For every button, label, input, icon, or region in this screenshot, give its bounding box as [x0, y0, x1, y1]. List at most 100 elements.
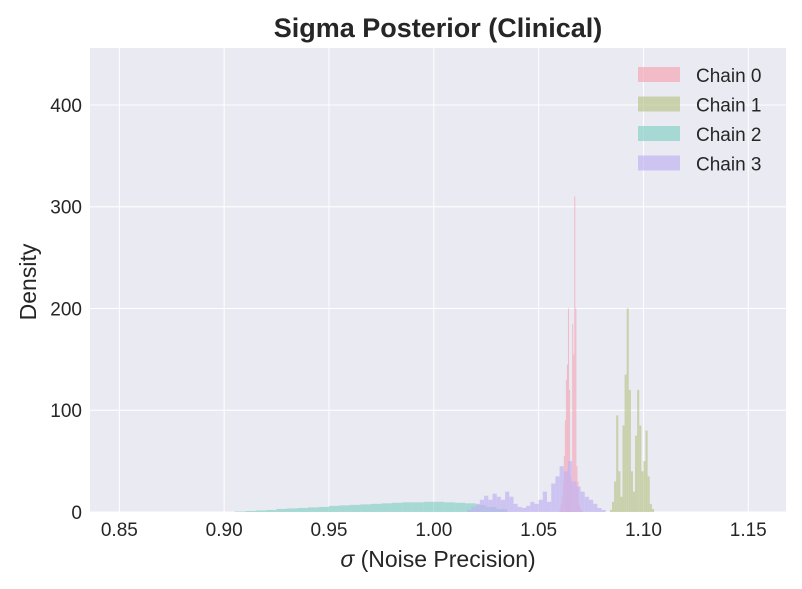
y-tick-label: 100 [50, 401, 82, 422]
series-2-bars [234, 501, 508, 512]
histogram-bar [308, 507, 319, 512]
histogram-bar [349, 504, 361, 512]
histogram-bar [538, 499, 543, 512]
legend-swatch [638, 67, 680, 82]
histogram-bar [616, 415, 619, 512]
legend-item: Chain 3 [638, 155, 762, 176]
histogram-bar [614, 481, 617, 512]
histogram-bar [339, 505, 350, 512]
histogram-bars [234, 196, 654, 512]
histogram-bar [423, 501, 434, 512]
histogram-bar [626, 308, 629, 512]
histogram-bar [641, 471, 644, 512]
x-tick-label: 1.15 [730, 520, 767, 541]
legend-item: Chain 1 [638, 96, 762, 117]
histogram-bar [551, 483, 556, 512]
x-tick-label: 1.00 [415, 520, 452, 541]
histogram-bar [575, 308, 577, 512]
series-3-bars [467, 461, 606, 512]
y-tick-label: 200 [50, 299, 82, 320]
histogram-bar [412, 502, 424, 512]
histogram-bar [564, 420, 566, 512]
legend-swatch [638, 126, 680, 141]
histogram-bar [500, 499, 506, 512]
legend-swatch [638, 155, 680, 171]
histogram-bar [318, 506, 329, 512]
histogram-bar [555, 476, 560, 512]
legend-label: Chain 1 [696, 96, 762, 117]
histogram-bar [245, 510, 256, 512]
histogram-bar [572, 481, 577, 512]
legend: Chain 0 Chain 1 Chain 2 Chain 3 [638, 66, 762, 176]
histogram-bar [637, 389, 640, 512]
histogram-bar [234, 511, 246, 512]
y-axis-label: Density [15, 243, 41, 320]
histogram-bar [402, 502, 413, 512]
histogram-bar [276, 508, 288, 512]
histogram-bar [624, 374, 627, 512]
histogram-bar [475, 503, 480, 512]
y-tick-labels: 0 100 200 300 400 [50, 96, 82, 524]
histogram-bar [328, 505, 340, 512]
histogram-bar [370, 503, 382, 512]
histogram-bar [618, 471, 621, 512]
x-tick-label: 1.05 [520, 520, 557, 541]
histogram-bar [287, 508, 298, 512]
histogram-bar [588, 499, 594, 512]
histogram-bar [630, 471, 633, 512]
histogram-bar [580, 491, 585, 512]
histogram-bar [454, 502, 466, 512]
histogram-bar [542, 491, 548, 512]
histogram-bar [576, 486, 581, 512]
x-axis-label-text: (Noise Precision) [361, 546, 536, 572]
legend-item: Chain 0 [638, 66, 762, 87]
legend-label: Chain 2 [696, 125, 762, 146]
histogram-bar [559, 466, 564, 512]
y-tick-label: 0 [71, 503, 82, 524]
x-tick-labels: 0.85 0.90 0.95 1.00 1.05 1.10 1.15 [101, 520, 767, 541]
histogram-bar [526, 505, 531, 512]
histogram-bar [622, 425, 625, 512]
histogram-bar [639, 425, 642, 512]
histogram-bar [534, 503, 539, 512]
histogram-bar [569, 389, 571, 512]
histogram-bar [492, 493, 497, 512]
histogram-bar [547, 501, 552, 512]
histogram-bar [444, 502, 455, 512]
histogram-bar [391, 502, 403, 512]
histogram-bar [572, 323, 574, 512]
histogram-bar [628, 389, 631, 512]
histogram-bar [255, 510, 267, 512]
histogram-bar [266, 509, 277, 512]
histogram-bar [609, 509, 612, 512]
histogram-bar [509, 496, 514, 512]
legend-label: Chain 0 [696, 66, 762, 87]
histogram-bar [645, 430, 648, 512]
histogram-bar [647, 476, 650, 512]
x-tick-label: 0.95 [310, 520, 347, 541]
series-1-bars [609, 308, 654, 512]
histogram-bar [597, 507, 602, 512]
y-tick-label: 400 [50, 96, 82, 117]
legend-label: Chain 3 [696, 155, 762, 176]
histogram-bar [593, 503, 598, 512]
histogram-bar [566, 364, 568, 512]
histogram-bar [567, 308, 570, 512]
histogram-bar [479, 499, 485, 512]
histogram-bar [620, 496, 623, 512]
histogram-bar [651, 508, 654, 512]
histogram-bar [381, 503, 392, 512]
histogram-bar [643, 461, 646, 512]
histogram-bar [601, 509, 606, 512]
histogram-bar [297, 507, 309, 512]
histogram-bar [573, 354, 575, 512]
histogram-bar [565, 379, 567, 512]
histogram-bar [530, 501, 535, 512]
plot-background [90, 48, 786, 512]
histogram-bar [484, 495, 489, 512]
y-tick-label: 300 [50, 198, 82, 219]
histogram-bar [471, 506, 476, 512]
x-axis-label-symbol: σ [340, 546, 355, 572]
histogram-bar [632, 491, 636, 512]
